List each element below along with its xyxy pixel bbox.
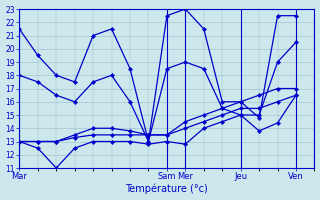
X-axis label: Température (°c): Température (°c) xyxy=(125,184,208,194)
